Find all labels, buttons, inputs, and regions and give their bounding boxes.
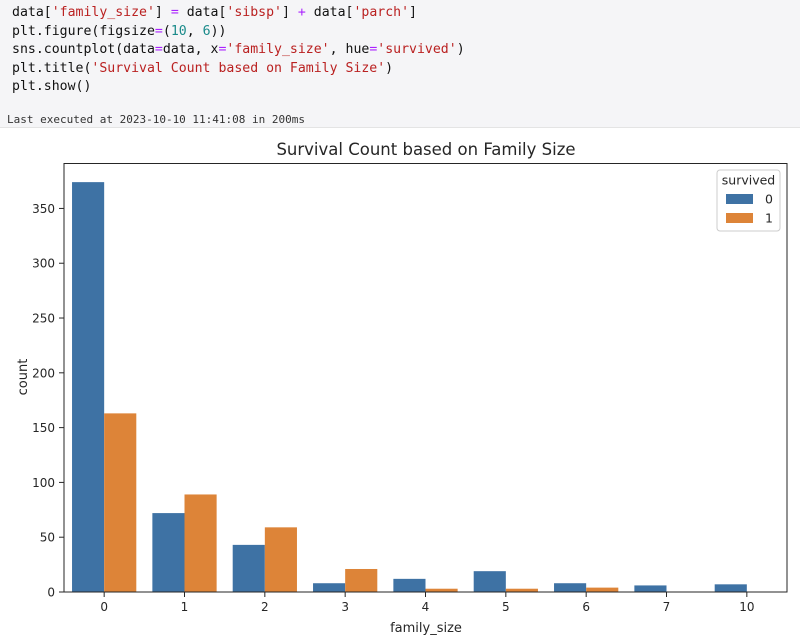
- code-line: data['family_size'] = data['sibsp'] + da…: [12, 5, 417, 20]
- code-token: 6: [202, 23, 211, 39]
- y-tick-label: 50: [40, 531, 55, 545]
- code-token: +: [297, 5, 306, 20]
- x-tick-label: 3: [341, 600, 349, 614]
- code-line: plt.title('Survival Count based on Famil…: [12, 61, 393, 76]
- code-token: 'parch': [353, 5, 410, 20]
- y-tick-label: 200: [32, 366, 55, 380]
- code-token: 'survived': [377, 42, 457, 58]
- code-token: ]: [409, 5, 417, 20]
- bar-1-survived-0: [152, 513, 185, 592]
- code-token: sns.countplot(data: [12, 42, 155, 58]
- code-token: 10: [170, 23, 187, 39]
- bar-4-survived-1: [425, 588, 458, 592]
- x-tick-label: 10: [739, 600, 754, 614]
- execution-status: Last executed at 2023-10-10 11:41:08 in …: [7, 113, 306, 126]
- legend-label-1: 1: [765, 211, 773, 226]
- code-line: plt.figure(figsize=(10, 6)): [12, 24, 226, 39]
- bar-0-survived-0: [72, 182, 105, 592]
- x-axis: 0 1 2 3 4 5 6 7 10: [100, 592, 754, 614]
- bars-layer: [72, 182, 747, 592]
- bar-5-survived-1: [505, 588, 538, 592]
- bar-3-survived-1: [345, 568, 378, 592]
- code-token: ): [385, 60, 394, 76]
- bar-7-survived-0: [634, 585, 667, 592]
- bar-6-survived-0: [554, 583, 587, 592]
- code-line: sns.countplot(data=data, x='family_size'…: [12, 42, 465, 57]
- code-token: 'family_size': [226, 42, 330, 58]
- code-cell[interactable]: data['family_size'] = data['sibsp'] + da…: [0, 0, 800, 127]
- code-token: plt.figure(figsize: [12, 23, 155, 39]
- y-axis: 0 50 100 150 200 250 300 350: [32, 202, 64, 600]
- x-tick-label: 6: [582, 600, 590, 614]
- bar-5-survived-0: [473, 571, 506, 592]
- code-token: =: [154, 23, 163, 39]
- code-token: data[: [12, 5, 52, 20]
- code-token: ,: [186, 23, 203, 39]
- code-token: ): [456, 42, 465, 58]
- bar-4-survived-0: [393, 578, 426, 592]
- x-tick-label: 2: [261, 600, 269, 614]
- code-token: (: [162, 23, 171, 39]
- bar-6-survived-1: [586, 587, 619, 592]
- code-token: =: [369, 42, 378, 58]
- legend-title: survived: [722, 173, 775, 188]
- code-token: plt.title(: [12, 60, 92, 76]
- bar-3-survived-0: [313, 583, 346, 592]
- y-axis-label: count: [16, 359, 31, 396]
- cell-separator: [0, 127, 800, 128]
- y-tick-label: 350: [32, 202, 55, 216]
- legend-label-0: 0: [765, 192, 773, 207]
- y-tick-label: 100: [32, 476, 55, 490]
- code-token: =: [154, 42, 163, 58]
- code-token: data[: [178, 5, 227, 20]
- bar-2-survived-0: [232, 544, 265, 592]
- bar-1-survived-1: [184, 494, 217, 592]
- code-token: 'Survival Count based on Family Size': [91, 60, 386, 76]
- code-token: ]: [154, 5, 171, 20]
- code-token: =: [170, 5, 179, 20]
- x-axis-label: family_size: [390, 621, 462, 636]
- x-tick-label: 5: [502, 600, 510, 614]
- code-editor[interactable]: data['family_size'] = data['sibsp'] + da…: [12, 4, 465, 97]
- bar-2-survived-1: [264, 527, 297, 592]
- chart-title: Survival Count based on Family Size: [276, 140, 575, 159]
- code-line: plt.show(): [12, 79, 91, 94]
- y-tick-label: 250: [32, 312, 55, 326]
- y-tick-label: 0: [47, 586, 55, 600]
- code-token: )): [210, 23, 227, 39]
- legend: survived 0 1: [716, 169, 781, 232]
- legend-swatch-1: [726, 213, 753, 223]
- code-token: ]: [281, 5, 298, 20]
- code-token: plt.show(): [12, 79, 92, 95]
- code-token: data[: [305, 5, 354, 20]
- x-tick-label: 0: [100, 600, 108, 614]
- x-tick-label: 1: [181, 600, 189, 614]
- code-token: 'sibsp': [226, 5, 282, 20]
- y-tick-label: 150: [32, 421, 55, 435]
- code-token: 'family_size': [51, 5, 155, 20]
- bar-0-survived-1: [104, 413, 137, 592]
- legend-swatch-0: [726, 194, 753, 204]
- bar-10-survived-0: [714, 584, 747, 592]
- code-token: , hue: [329, 42, 370, 58]
- x-tick-label: 7: [663, 600, 671, 614]
- code-token: data, x: [162, 42, 219, 58]
- x-tick-label: 4: [422, 600, 430, 614]
- code-token: =: [218, 42, 227, 58]
- y-tick-label: 300: [32, 257, 55, 271]
